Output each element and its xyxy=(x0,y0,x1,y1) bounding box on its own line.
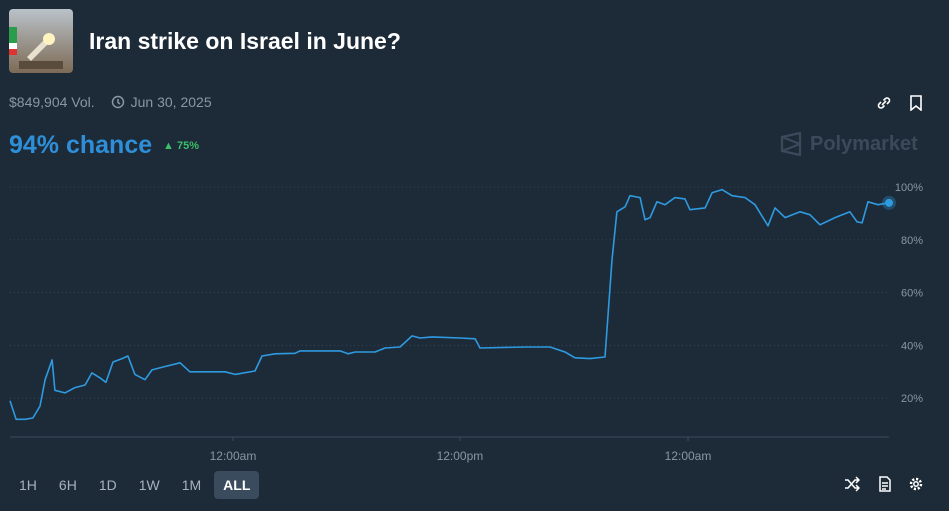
settings-button[interactable] xyxy=(908,476,924,492)
range-button[interactable]: 1W xyxy=(138,477,160,493)
price-line xyxy=(9,188,890,421)
chance: 94% chance xyxy=(9,131,153,159)
end-date: Jun 30, 2025 xyxy=(130,94,212,110)
x-tick-label: 12:00pm xyxy=(437,449,484,463)
range-button[interactable]: ALL xyxy=(214,471,260,499)
x-tick-label: 12:00am xyxy=(210,449,257,463)
y-tick-label: 60% xyxy=(901,288,923,300)
x-tick-label: 12:00am xyxy=(665,449,712,463)
change: ▲ 75% xyxy=(163,140,199,152)
change-value: 75% xyxy=(176,140,199,152)
y-tick-label: 40% xyxy=(901,340,923,352)
brand-logo xyxy=(780,132,802,156)
market-image xyxy=(9,9,73,73)
y-tick-label: 20% xyxy=(901,393,923,405)
range-button[interactable]: 1D xyxy=(98,477,117,493)
range-button[interactable]: 6H xyxy=(58,477,77,493)
range-button[interactable]: 1M xyxy=(181,477,202,493)
shuffle-button[interactable] xyxy=(844,476,860,492)
y-tick-label: 80% xyxy=(901,235,923,247)
current-point xyxy=(885,198,893,207)
price-chart: 20% 40% 60% 80% 100% 12:00am 12:00pm 12:00am xyxy=(9,182,923,463)
range-button[interactable]: 1H xyxy=(19,477,37,493)
clock-icon xyxy=(111,95,124,109)
bookmark-button[interactable] xyxy=(909,95,923,111)
y-tick-label: 100% xyxy=(895,182,923,194)
link-button[interactable] xyxy=(876,95,892,111)
document-button[interactable] xyxy=(877,476,893,492)
market-meta: $849,904 Vol. Jun 30, 2025 xyxy=(9,94,212,110)
volume: $849,904 Vol. xyxy=(9,94,95,110)
market-title: Iran strike on Israel in June? xyxy=(89,28,401,54)
range-selector: 1H 6H 1D 1W 1M ALL xyxy=(10,471,260,499)
brand-name: Polymarket xyxy=(810,132,918,155)
brand: Polymarket xyxy=(780,132,918,156)
